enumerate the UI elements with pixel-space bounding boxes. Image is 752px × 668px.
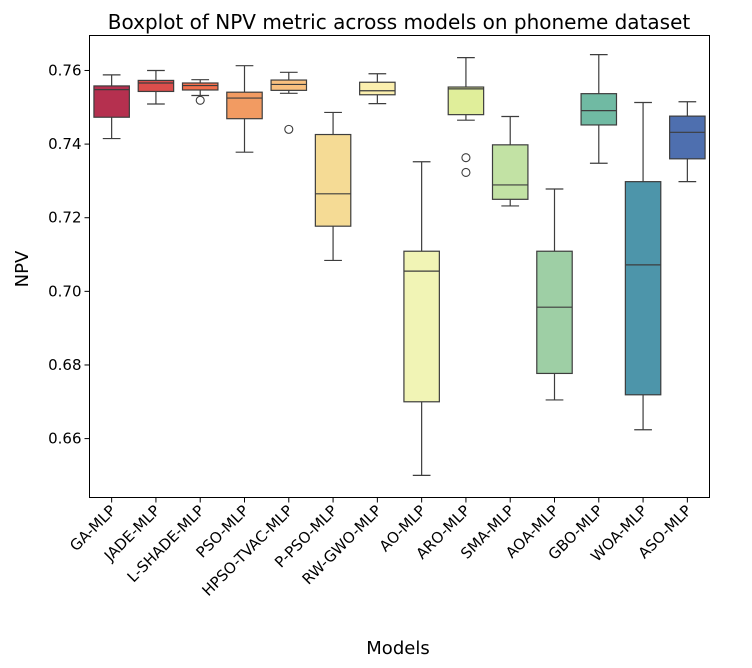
box-aro-mlp <box>447 86 485 116</box>
box-p-pso-mlp <box>314 133 352 227</box>
y-tick-label: 0.70 <box>48 282 81 300</box>
box-woa-mlp <box>624 181 662 396</box>
outlier-point <box>461 153 471 163</box>
box-aso-mlp <box>669 115 706 160</box>
box-sma-mlp <box>491 144 529 200</box>
box-hpso-tvac-mlp <box>270 79 308 91</box>
y-tick-label: 0.68 <box>48 356 81 374</box>
x-axis-title: Models <box>366 638 429 659</box>
box-gbo-mlp <box>580 93 618 126</box>
x-tick-label: RW-GWO-MLP <box>299 502 386 589</box>
plot-frame <box>89 35 710 498</box>
box-ga-mlp <box>93 85 130 118</box>
outlier-point <box>284 124 294 134</box>
box-ao-mlp <box>403 250 440 403</box>
x-tick-label: L-SHADE-MLP <box>124 502 208 586</box>
box-rw-gwo-mlp <box>359 81 396 96</box>
box-l-shade-mlp <box>181 82 219 91</box>
outlier-point <box>461 167 471 177</box>
plot-area: 0.660.680.700.720.740.76GA-MLPJADE-MLPL-… <box>48 54 706 600</box>
outlier-point <box>195 95 205 105</box>
y-tick-label: 0.72 <box>48 209 81 227</box>
y-tick-label: 0.76 <box>48 61 81 79</box>
y-tick-label: 0.74 <box>48 135 81 153</box>
box-jade-mlp <box>137 79 175 93</box>
box-pso-mlp <box>226 91 263 120</box>
chart-title: Boxplot of NPV metric across models on p… <box>108 10 691 34</box>
y-axis-title: NPV <box>12 250 33 287</box>
box-aoa-mlp <box>536 250 573 375</box>
y-tick-label: 0.66 <box>48 430 81 448</box>
